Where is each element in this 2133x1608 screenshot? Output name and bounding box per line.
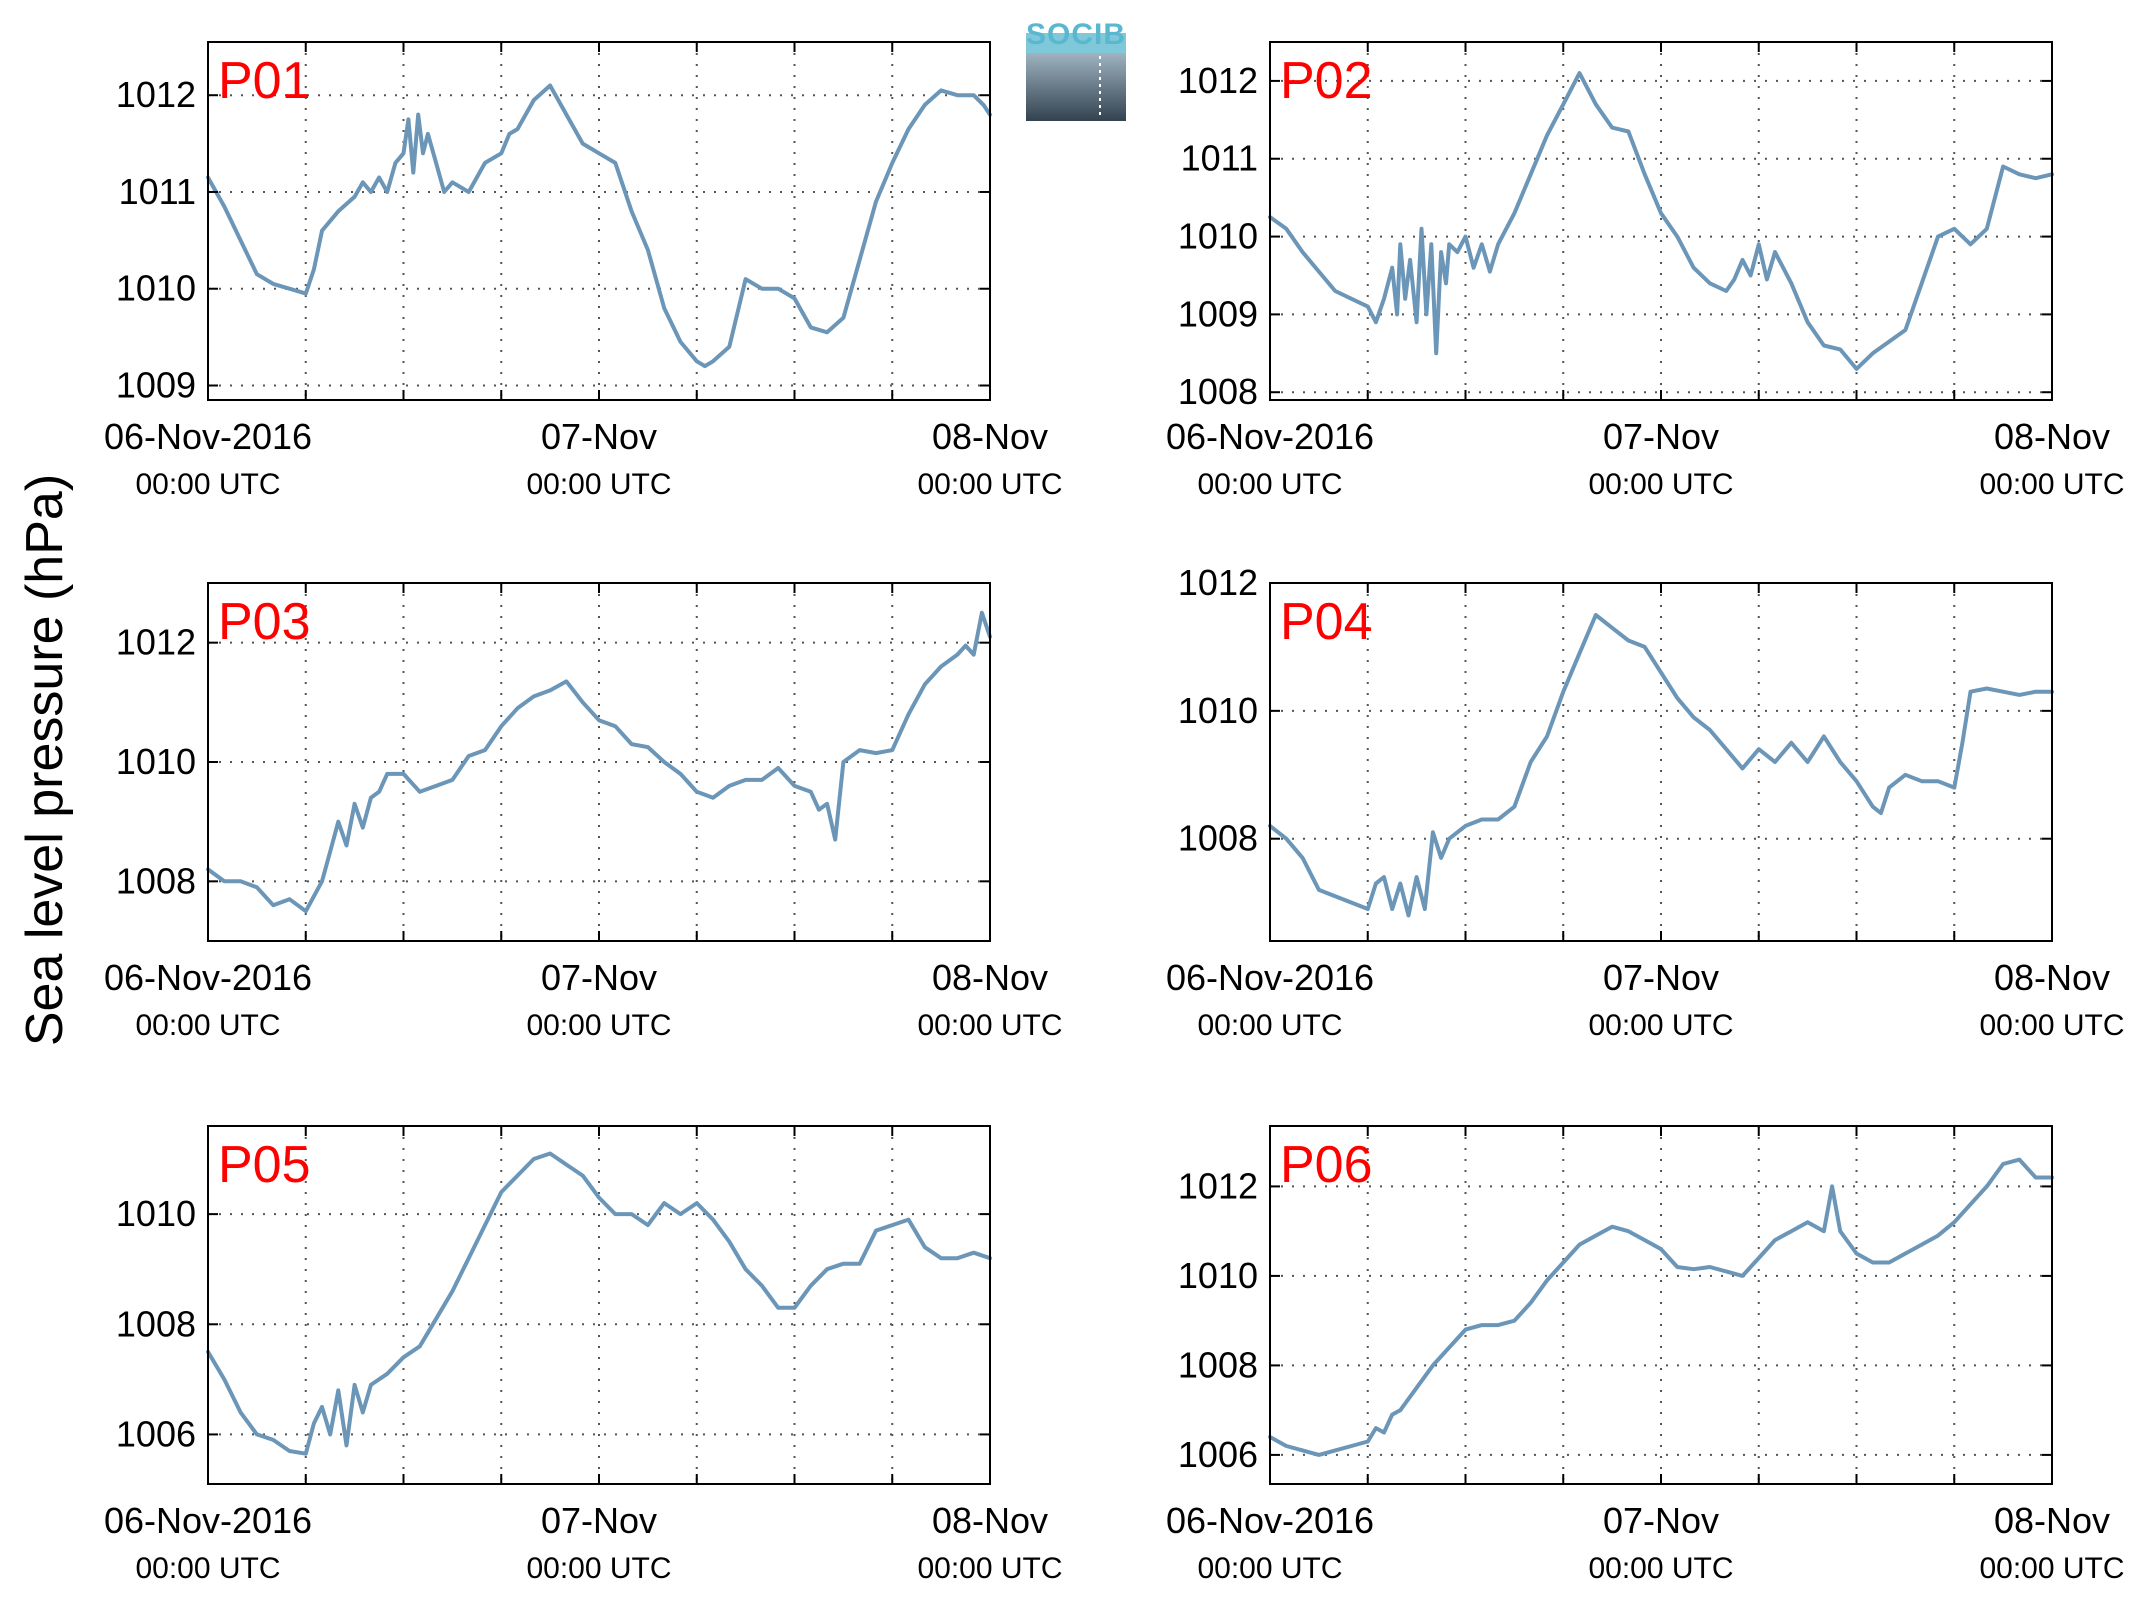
socib-logo-text: SOCIB (1026, 18, 1126, 51)
x-tick-label-date: 06-Nov-2016 (1166, 416, 1374, 457)
x-tick-label-time: 00:00 UTC (1197, 1552, 1342, 1585)
series-line-p03 (206, 610, 992, 914)
socib-logo-body (1026, 53, 1126, 121)
x-tick-label-time: 00:00 UTC (526, 1552, 671, 1585)
x-tick-label-time: 00:00 UTC (1979, 468, 2124, 501)
y-tick-label: 1010 (116, 268, 196, 309)
plot-frame (1269, 41, 2053, 401)
y-tick-label: 1012 (1178, 562, 1258, 603)
y-tick-label: 1008 (1178, 818, 1258, 859)
y-tick-label: 1010 (116, 1193, 196, 1234)
x-tick-label-date: 07-Nov (541, 957, 657, 998)
x-tick-label-time: 00:00 UTC (1197, 1009, 1342, 1042)
series-line-p05 (206, 1151, 992, 1456)
y-tick-label: 1008 (1178, 371, 1258, 412)
x-tick-label-date: 07-Nov (1603, 957, 1719, 998)
y-tick-label: 1009 (116, 364, 196, 405)
chart-panel-p03: 1008 1010 1012 06-Nov-2016 00:00 UTC 07-Nov 00… (104, 582, 1063, 1042)
x-tick-label-time: 00:00 UTC (917, 468, 1062, 501)
plot-frame (207, 1125, 991, 1485)
x-tick-label-date: 07-Nov (1603, 1500, 1719, 1541)
y-tick-label: 1011 (119, 171, 196, 212)
x-tick-label-date: 08-Nov (1994, 416, 2110, 457)
y-tick-label: 1010 (1178, 216, 1258, 257)
y-tick-label: 1010 (116, 741, 196, 782)
x-tick-label-date: 08-Nov (932, 1500, 1048, 1541)
x-tick-label-time: 00:00 UTC (526, 468, 671, 501)
plot-frame (207, 41, 991, 401)
y-tick-label: 1011 (1181, 138, 1258, 179)
x-tick-label-time: 00:00 UTC (1979, 1552, 2124, 1585)
x-tick-label-time: 00:00 UTC (526, 1009, 671, 1042)
series-line-p04 (1268, 613, 2054, 918)
series-line-p06 (1268, 1157, 2054, 1457)
x-tick-label-time: 00:00 UTC (1197, 468, 1342, 501)
y-tick-label: 1008 (1178, 1344, 1258, 1385)
y-tick-label: 1012 (116, 74, 196, 115)
x-tick-label-date: 08-Nov (1994, 957, 2110, 998)
chart-panel-p04: 1008 1010 1012 06-Nov-2016 00:00 UTC 07-Nov 00… (1166, 562, 2125, 1042)
y-tick-label: 1008 (116, 860, 196, 901)
panel-label: P05 (218, 1136, 311, 1194)
series-line-p02 (1268, 71, 2054, 371)
plot-frame (207, 582, 991, 942)
x-tick-label-date: 08-Nov (1994, 1500, 2110, 1541)
y-tick-label: 1012 (1178, 60, 1258, 101)
x-tick-label-date: 07-Nov (541, 416, 657, 457)
socib-logo: SOCIB (1026, 18, 1126, 121)
chart-panel-p02: 1008 1009 1010 1011 1012 06-Nov-2016 00:00 UTC… (1166, 41, 2125, 501)
y-tick-label: 1006 (116, 1413, 196, 1454)
socib-logo-cap (1026, 33, 1126, 53)
y-tick-label: 1010 (1178, 690, 1258, 731)
panel-label: P03 (218, 593, 311, 651)
x-tick-label-date: 08-Nov (932, 416, 1048, 457)
y-tick-label: 1009 (1178, 293, 1258, 334)
x-tick-label-time: 00:00 UTC (1588, 1552, 1733, 1585)
y-tick-label: 1012 (1178, 1165, 1258, 1206)
y-tick-label: 1008 (116, 1303, 196, 1344)
y-tick-label: 1006 (1178, 1434, 1258, 1475)
x-tick-label-time: 00:00 UTC (917, 1009, 1062, 1042)
panel-label: P02 (1280, 52, 1373, 110)
panel-label: P06 (1280, 1136, 1373, 1194)
y-tick-label: 1010 (1178, 1255, 1258, 1296)
x-tick-label-date: 06-Nov-2016 (104, 416, 312, 457)
plot-frame (1269, 1125, 2053, 1485)
panel-label: P04 (1280, 593, 1373, 651)
x-tick-label-date: 06-Nov-2016 (1166, 957, 1374, 998)
chart-panel-p01: 1009 1010 1011 1012 06-Nov-2016 00:00 UTC 07-N… (104, 41, 1063, 501)
x-tick-label-date: 07-Nov (1603, 416, 1719, 457)
x-tick-label-date: 06-Nov-2016 (104, 957, 312, 998)
x-tick-label-time: 00:00 UTC (1588, 1009, 1733, 1042)
chart-panel-p05: 1006 1008 1010 06-Nov-2016 00:00 UTC 07-Nov 00… (104, 1125, 1063, 1585)
x-tick-label-time: 00:00 UTC (135, 1552, 280, 1585)
x-tick-label-date: 06-Nov-2016 (1166, 1500, 1374, 1541)
x-tick-label-date: 06-Nov-2016 (104, 1500, 312, 1541)
x-tick-label-time: 00:00 UTC (1979, 1009, 2124, 1042)
panel-label: P01 (218, 52, 311, 110)
x-tick-label-time: 00:00 UTC (917, 1552, 1062, 1585)
x-tick-label-date: 07-Nov (541, 1500, 657, 1541)
x-tick-label-time: 00:00 UTC (135, 468, 280, 501)
series-line-p01 (206, 83, 992, 369)
x-tick-label-time: 00:00 UTC (1588, 468, 1733, 501)
chart-panel-p06: 1006 1008 1010 1012 06-Nov-2016 00:00 UTC 07-N… (1166, 1125, 2125, 1585)
y-tick-label: 1012 (116, 622, 196, 663)
y-axis-label: Sea level pressure (hPa) (16, 474, 74, 1046)
x-tick-label-date: 08-Nov (932, 957, 1048, 998)
x-tick-label-time: 00:00 UTC (135, 1009, 280, 1042)
